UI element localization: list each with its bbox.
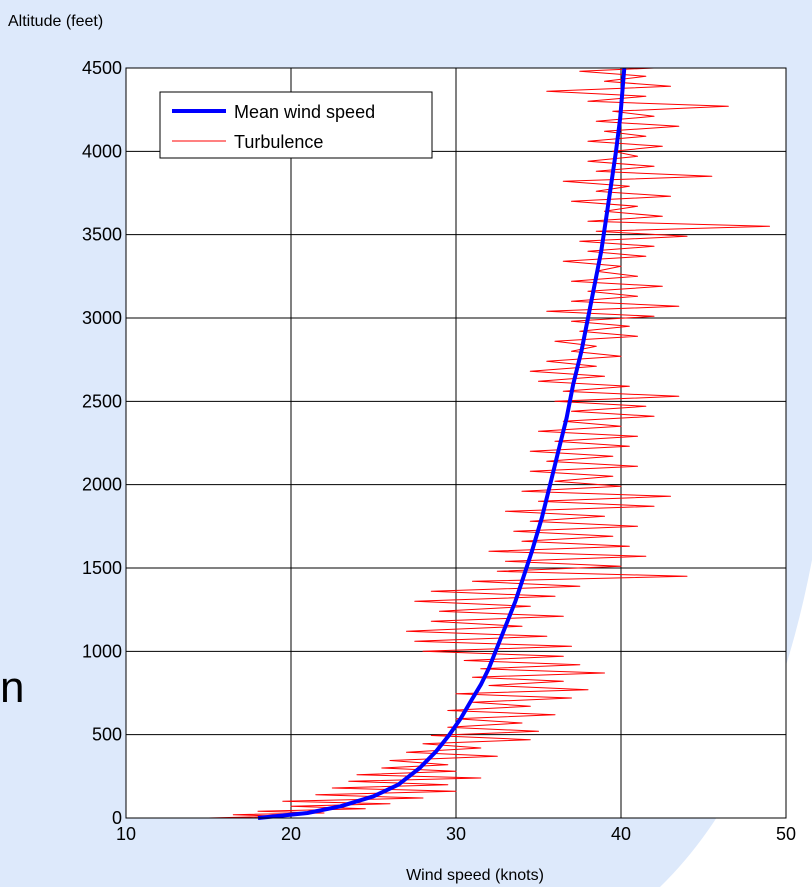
y-tick-label: 0 [112,808,122,828]
y-tick-label: 500 [92,725,122,745]
y-tick-label: 1500 [82,558,122,578]
y-tick-label: 1000 [82,641,122,661]
legend-turbulence-label: Turbulence [234,132,323,152]
tick-labels: 10 20 30 40 50050010001500200025003000350040… [82,58,796,844]
legend: Mean wind speed Turbulence [159,91,433,159]
y-tick-label: 4000 [82,141,122,161]
mean-wind-speed-line [257,67,627,820]
legend-box [159,91,433,159]
x-tick-label: 10 [116,824,136,844]
series-layer [208,67,770,820]
y-tick-label: 2500 [82,391,122,411]
y-tick-label: 3000 [82,308,122,328]
turbulence-line [208,67,770,819]
legend-mean-label: Mean wind speed [234,102,375,122]
x-tick-label: 50 [776,824,796,844]
slide-side-text: n [0,663,25,712]
x-axis-label: Wind speed (knots) [406,867,544,884]
x-tick-label: 20 [281,824,301,844]
y-tick-label: 2000 [82,475,122,495]
y-tick-label: 4500 [82,58,122,78]
x-tick-label: 30 [446,824,466,844]
y-tick-label: 3500 [82,225,122,245]
x-tick-label: 40 [611,824,631,844]
plot-frame [125,67,787,819]
y-axis-label: Altitude (feet) [8,13,103,30]
